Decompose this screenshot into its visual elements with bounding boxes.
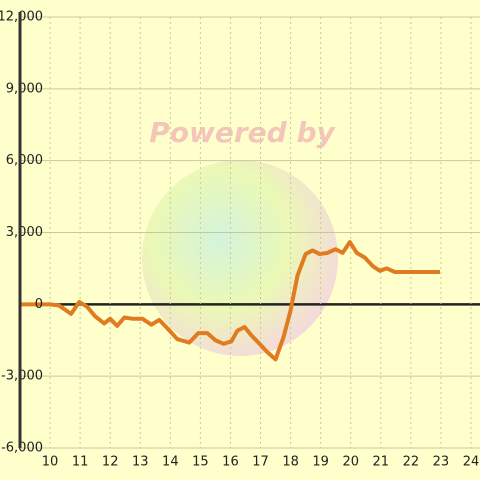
x-tick-label: 17	[252, 455, 269, 470]
x-tick-label: 19	[312, 455, 329, 470]
x-tick-label: 15	[192, 455, 209, 470]
x-tick-label: 14	[162, 455, 179, 470]
x-tick-label: 23	[433, 455, 450, 470]
y-tick-label: -6,000	[1, 441, 43, 456]
y-tick-label: 9,000	[6, 81, 43, 96]
x-tick-label: 12	[102, 455, 119, 470]
x-tick-label: 21	[373, 455, 390, 470]
x-tick-label: 10	[42, 455, 59, 470]
x-tick-label: 11	[72, 455, 89, 470]
y-tick-label: -3,000	[1, 369, 43, 384]
y-tick-label: 6,000	[6, 153, 43, 168]
y-tick-label: 3,000	[6, 225, 43, 240]
watermark: Powered by	[149, 116, 336, 149]
x-tick-label: 22	[403, 455, 420, 470]
x-tick-label: 24	[463, 455, 480, 470]
y-tick-label: 0	[35, 297, 43, 312]
data-line	[20, 240, 441, 362]
x-tick-label: 16	[222, 455, 239, 470]
x-tick-label: 13	[132, 455, 149, 470]
watermark-logo	[142, 160, 338, 356]
x-tick-label: 18	[282, 455, 299, 470]
x-tick-label: 20	[342, 455, 359, 470]
